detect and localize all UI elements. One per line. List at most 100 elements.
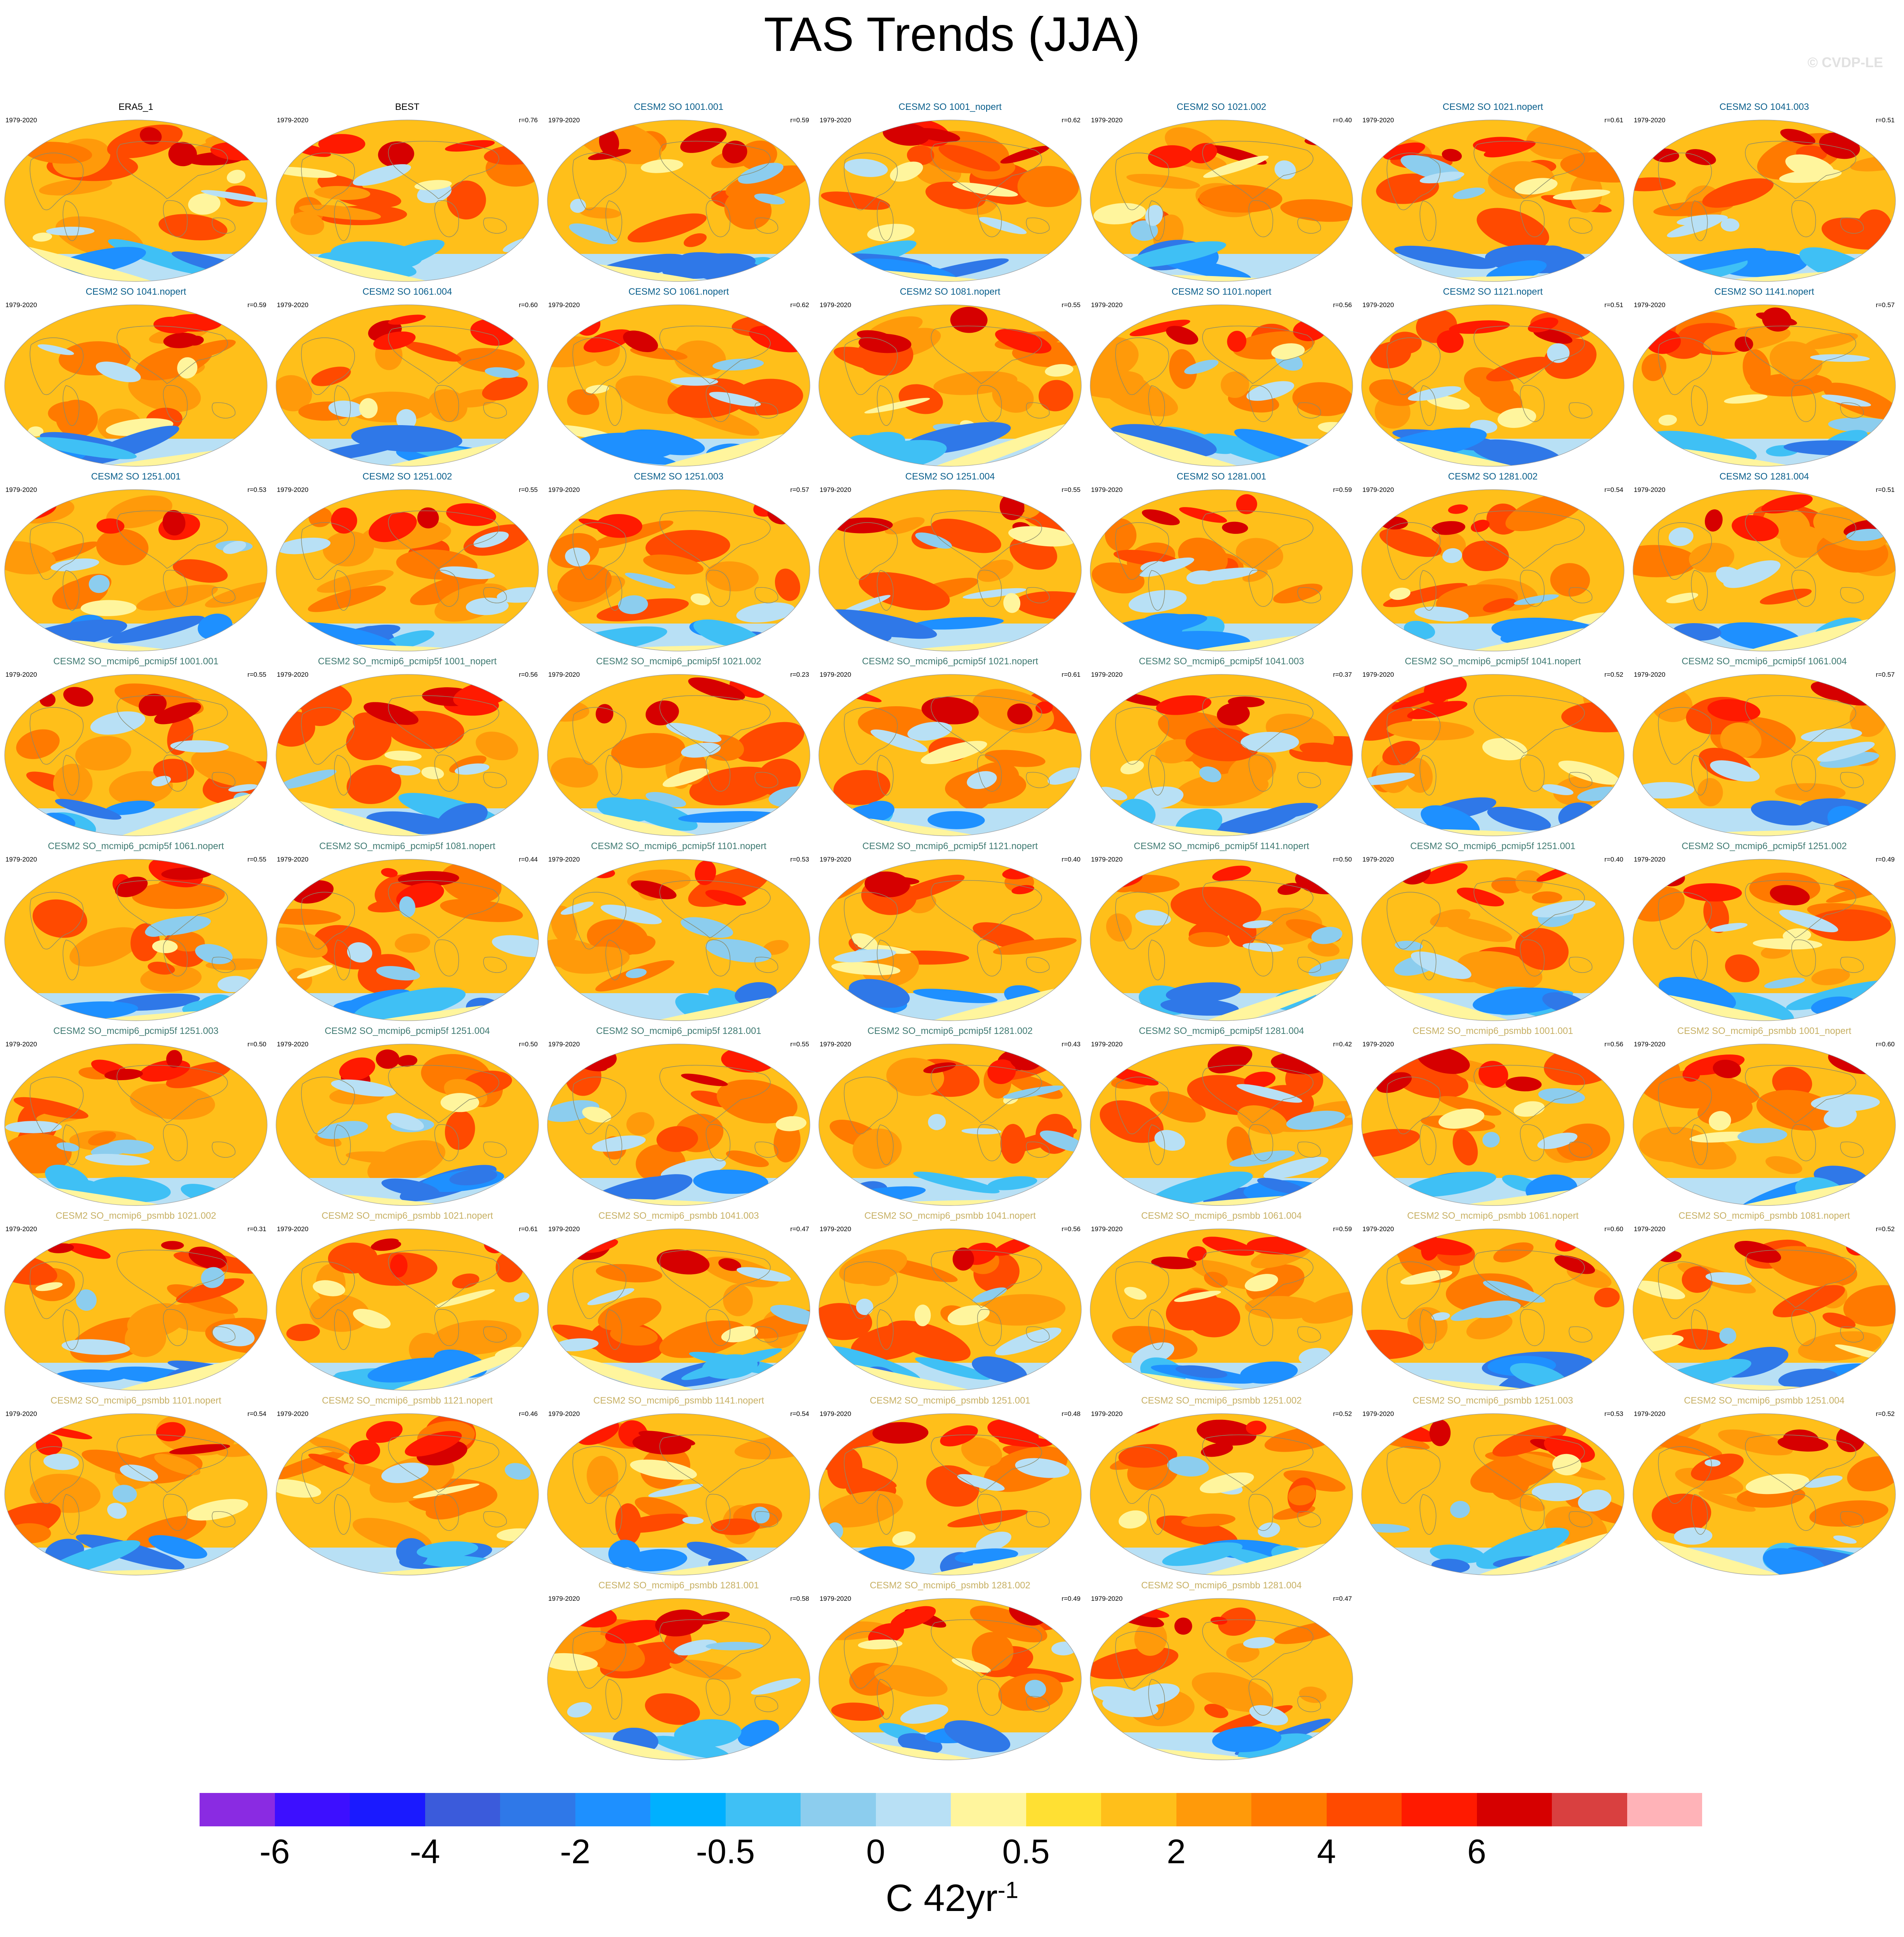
panel-period: 1979-2020: [1362, 301, 1394, 309]
map-outline: [4, 674, 268, 836]
cool-anomaly: [648, 1484, 703, 1497]
coastline: [977, 1494, 1002, 1531]
coastline: [1840, 772, 1864, 788]
hot-anomaly: [373, 331, 416, 350]
warm-anomaly: [299, 205, 381, 220]
cool-anomaly: [569, 223, 618, 245]
cool-anomaly: [1674, 1527, 1713, 1545]
warm-anomaly: [1181, 1513, 1235, 1527]
panel-title: CESM2 SO_mcmip6_psmbb 1251.003: [1412, 1395, 1573, 1406]
colorbar-box: [1552, 1793, 1627, 1826]
warm-anomaly: [323, 531, 374, 566]
cool-anomaly: [1271, 343, 1305, 360]
panel-title: CESM2 SO_mcmip6_pcmip5f 1041.nopert: [1405, 656, 1581, 667]
cool-anomaly: [440, 1093, 479, 1112]
cold-anomaly: [1148, 1171, 1253, 1206]
panel-period: 1979-2020: [1091, 1225, 1123, 1233]
cool-anomaly: [1764, 977, 1805, 988]
warm-anomaly: [1843, 1285, 1895, 1327]
cool-anomaly: [381, 1463, 429, 1483]
cold-anomaly: [33, 437, 137, 459]
coastline: [659, 880, 771, 938]
panel-correlation: r=0.50: [1333, 856, 1352, 863]
warm-anomaly: [596, 1264, 662, 1283]
coastline: [434, 1124, 459, 1161]
trend-map: [818, 859, 1082, 1021]
panel-correlation: r=0.55: [247, 856, 266, 863]
cool-anomaly: [547, 1653, 598, 1671]
warm-anomaly: [136, 584, 218, 611]
coastline: [1297, 402, 1321, 419]
coastline: [1569, 1326, 1593, 1343]
warm-anomaly: [1383, 583, 1468, 607]
cool-anomaly: [1040, 1130, 1081, 1152]
cold-anomaly: [987, 1176, 1037, 1190]
coastline: [334, 570, 351, 611]
coastline: [1248, 1309, 1273, 1346]
colorbar-tick-label: 2: [1167, 1832, 1186, 1871]
coastline: [63, 570, 80, 611]
cool-anomaly: [1450, 1501, 1470, 1518]
coastline: [1115, 892, 1169, 950]
coastline: [659, 141, 771, 199]
panel-correlation: r=0.54: [1604, 486, 1623, 493]
cool-anomaly: [1003, 593, 1021, 613]
cool-anomaly: [967, 771, 997, 789]
warm-anomaly: [831, 1702, 884, 1721]
panel-period: 1979-2020: [548, 671, 580, 678]
coastline: [1745, 695, 1856, 754]
warm-anomaly: [1204, 1272, 1228, 1288]
cold-anomaly: [912, 617, 1004, 630]
map-outline: [1361, 120, 1624, 282]
cool-anomaly: [1184, 360, 1219, 374]
hot-anomaly: [1761, 494, 1813, 514]
cool-anomaly: [1483, 1280, 1545, 1303]
hot-anomaly: [1846, 1238, 1868, 1256]
coastline: [1569, 217, 1593, 234]
cool-anomaly: [670, 377, 718, 386]
coastline: [334, 755, 351, 796]
hot-anomaly: [623, 330, 658, 352]
colorbar-box: [951, 1793, 1026, 1826]
cool-anomaly: [1532, 900, 1596, 917]
cool-anomaly: [870, 729, 928, 752]
colorbar-box: [1627, 1793, 1702, 1826]
coastline: [30, 1261, 84, 1319]
panel-period: 1979-2020: [820, 1410, 851, 1418]
cool-anomaly: [979, 217, 1027, 235]
map-panel: CESM2 SO 1041.003 1979-2020 r=0.51: [1632, 102, 1896, 284]
hot-anomaly: [445, 140, 495, 152]
cool-anomaly: [1258, 1522, 1280, 1537]
warm-anomaly: [757, 759, 801, 796]
map-panel: CESM2 SO_mcmip6_pcmip5f 1141.nopert 1979-…: [1089, 841, 1353, 1023]
coastline: [301, 522, 355, 580]
hot-anomaly: [1713, 1060, 1741, 1078]
hot-anomaly: [923, 1062, 956, 1074]
coastline: [1840, 957, 1864, 973]
cool-anomaly: [582, 1107, 612, 1123]
hot-anomaly: [96, 518, 125, 534]
cool-anomaly: [1246, 381, 1294, 401]
cold-anomaly: [1719, 992, 1794, 1021]
coastline: [163, 1124, 188, 1161]
cool-anomaly: [1737, 1128, 1788, 1143]
hot-anomaly: [596, 704, 613, 724]
watermark: © CVDP-LE: [1807, 54, 1883, 70]
cool-anomaly: [907, 722, 952, 741]
cool-anomaly: [1711, 923, 1748, 932]
hot-anomaly: [115, 876, 148, 897]
warm-anomaly: [96, 529, 149, 565]
map-outline: [818, 120, 1082, 282]
cool-anomaly: [1299, 1348, 1331, 1365]
coastline: [1840, 402, 1864, 419]
warm-anomaly: [1492, 1425, 1567, 1457]
coastline: [1791, 939, 1816, 976]
panel-period: 1979-2020: [277, 1225, 309, 1233]
warm-anomaly: [106, 495, 172, 528]
colorbar-tick-label: -2: [560, 1832, 591, 1871]
map-panel: CESM2 SO_mcmip6_psmbb 1251.003 1979-2020 r…: [1361, 1395, 1625, 1578]
warm-anomaly: [1235, 538, 1284, 570]
cool-anomaly: [28, 426, 43, 436]
antarctic-edge: [276, 250, 539, 281]
coastline: [1248, 754, 1273, 792]
